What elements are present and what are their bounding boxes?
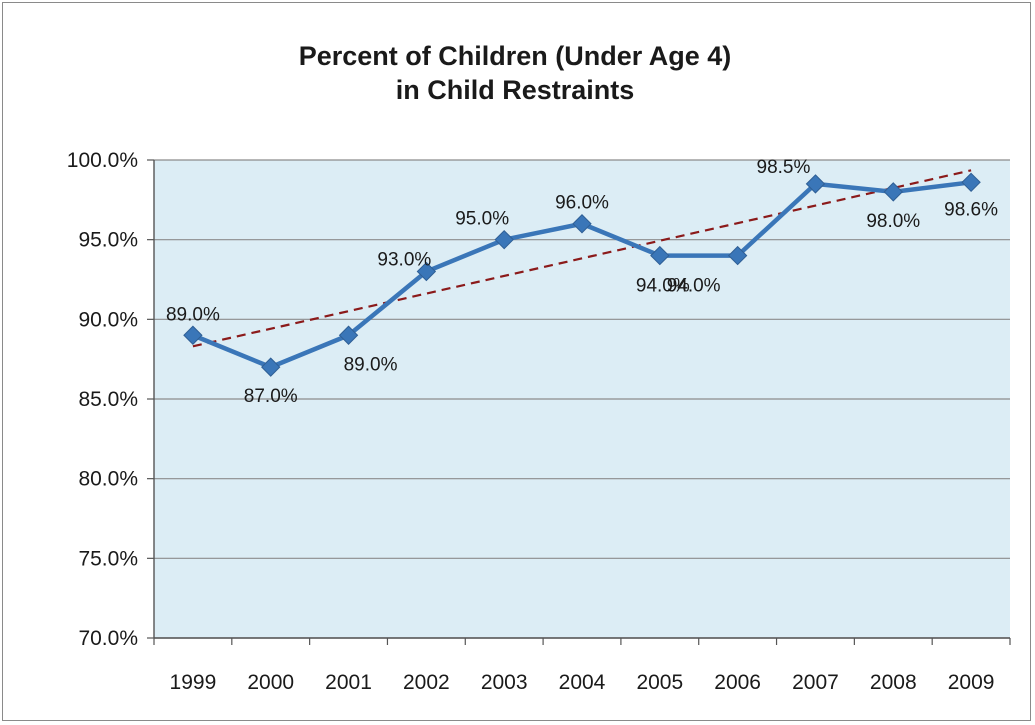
data-point-marker — [416, 261, 437, 282]
data-point-marker — [494, 229, 514, 250]
data-label: 94.0% — [667, 276, 721, 297]
y-tick-label: 70.0% — [78, 627, 138, 650]
plot-area: 70.0% 75.0% 80.0% 85.0% 90.0% 95.0% 100.0% 1999… — [67, 149, 1011, 694]
x-tick-label: 2003 — [481, 671, 528, 694]
y-tick-label: 75.0% — [78, 547, 138, 570]
data-point-marker — [338, 325, 359, 345]
y-tick-label: 95.0% — [78, 229, 138, 252]
data-label: 89.0% — [166, 304, 220, 325]
x-tick-label: 2006 — [714, 671, 761, 694]
y-tick-label: 85.0% — [78, 388, 138, 411]
data-point-marker — [183, 325, 203, 345]
trendline — [192, 169, 972, 348]
data-point-marker — [805, 174, 826, 194]
data-label: 87.0% — [244, 386, 298, 407]
chart-subtitle: in Child Restraints — [396, 75, 635, 105]
data-point-marker — [727, 245, 748, 266]
data-label: 98.6% — [944, 199, 998, 220]
data-label: 93.0% — [377, 250, 431, 271]
x-tick-label: 2001 — [325, 671, 372, 694]
x-tick-label: 2007 — [792, 671, 839, 694]
line-chart: Percent of Children (Under Age 4) in Chi… — [67, 41, 1011, 694]
x-tick-label: 2004 — [559, 671, 606, 694]
data-label: 89.0% — [344, 354, 398, 375]
y-tick-label: 100.0% — [67, 149, 138, 172]
x-tick-label: 2009 — [948, 671, 995, 694]
data-point-marker — [961, 172, 981, 193]
x-tick-label: 1999 — [170, 671, 217, 694]
data-label: 96.0% — [555, 193, 609, 214]
y-tick-label: 80.0% — [78, 468, 138, 491]
data-point-marker — [261, 357, 281, 377]
y-tick-label: 90.0% — [78, 308, 138, 331]
data-label: 95.0% — [455, 209, 509, 230]
data-point-marker — [883, 182, 903, 202]
x-tick-label: 2008 — [870, 671, 917, 694]
x-tick-label: 2000 — [247, 671, 294, 694]
data-point-marker — [572, 214, 592, 234]
data-label: 98.5% — [757, 157, 811, 178]
data-label: 98.0% — [866, 211, 920, 232]
x-tick-label: 2002 — [403, 671, 450, 694]
x-tick-label: 2005 — [636, 671, 683, 694]
chart-title: Percent of Children (Under Age 4) — [299, 41, 732, 71]
data-label: 94.0% — [636, 276, 690, 297]
data-point-marker — [650, 245, 670, 266]
